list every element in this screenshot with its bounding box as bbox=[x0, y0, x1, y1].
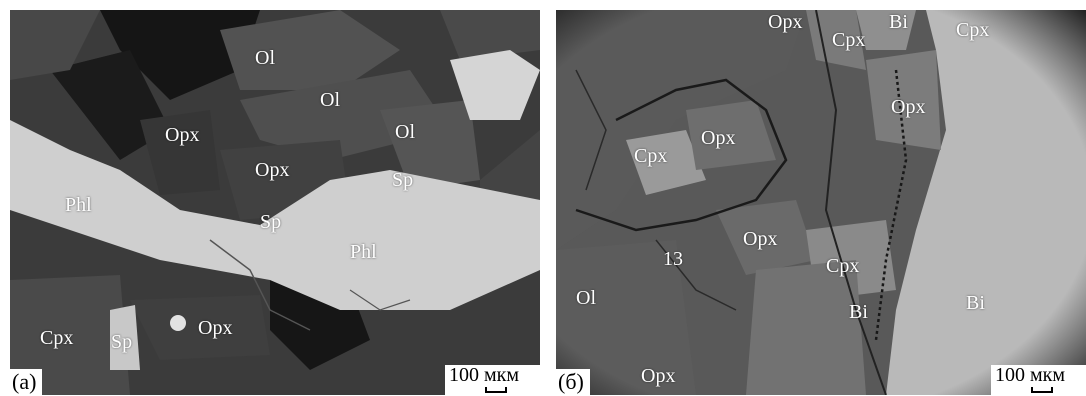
mineral-label: Ol bbox=[576, 287, 596, 309]
mineral-label: Cpx bbox=[634, 145, 668, 167]
mineral-label: Opx bbox=[743, 228, 778, 250]
micrograph-panel-a: Ol Ol Ol Opx Opx Phl Sp Sp Phl Cpx Sp Op… bbox=[10, 10, 540, 395]
mineral-label: Sp bbox=[111, 331, 133, 353]
mineral-label: Opx bbox=[891, 96, 926, 118]
panel-letter: (а) bbox=[10, 369, 43, 395]
mineral-label: Ol bbox=[255, 47, 275, 69]
scale-label: 100 мкм bbox=[995, 364, 1066, 386]
micrograph-panel-b: Opx Bi Cpx Cpx Opx Cpx Opx Opx 13 Cpx Ol… bbox=[556, 10, 1086, 395]
scale-bar bbox=[485, 387, 507, 393]
scale-bar-box: 100 мкм bbox=[991, 365, 1086, 395]
mineral-label: Cpx bbox=[40, 327, 74, 349]
mineral-label: Cpx bbox=[826, 255, 860, 277]
mineral-label: Bi bbox=[889, 11, 908, 33]
mineral-label: Bi bbox=[849, 301, 868, 323]
mineral-label: Ol bbox=[395, 121, 415, 143]
micrograph-a-image bbox=[10, 10, 540, 395]
mineral-label: Sp bbox=[260, 211, 282, 233]
mineral-label: Opx bbox=[641, 365, 676, 387]
scale-label: 100 мкм bbox=[449, 364, 520, 386]
mineral-label: Sp bbox=[392, 169, 414, 191]
mineral-label: Opx bbox=[255, 159, 290, 181]
mineral-label: Opx bbox=[198, 317, 233, 339]
mineral-label: Cpx bbox=[832, 29, 866, 51]
mineral-label: Opx bbox=[165, 124, 200, 146]
mineral-label: 13 bbox=[663, 248, 683, 270]
scale-bar bbox=[1031, 387, 1053, 393]
panel-letter: (б) bbox=[556, 369, 590, 395]
mineral-label: Cpx bbox=[956, 19, 990, 41]
mineral-label: Bi bbox=[966, 292, 985, 314]
scale-bar-box: 100 мкм bbox=[445, 365, 540, 395]
micrograph-b-image bbox=[556, 10, 1086, 395]
mineral-label: Opx bbox=[701, 127, 736, 149]
mineral-label: Phl bbox=[65, 194, 92, 216]
mineral-label: Phl bbox=[350, 241, 377, 263]
mineral-label: Ol bbox=[320, 89, 340, 111]
mineral-label: Opx bbox=[768, 11, 803, 33]
